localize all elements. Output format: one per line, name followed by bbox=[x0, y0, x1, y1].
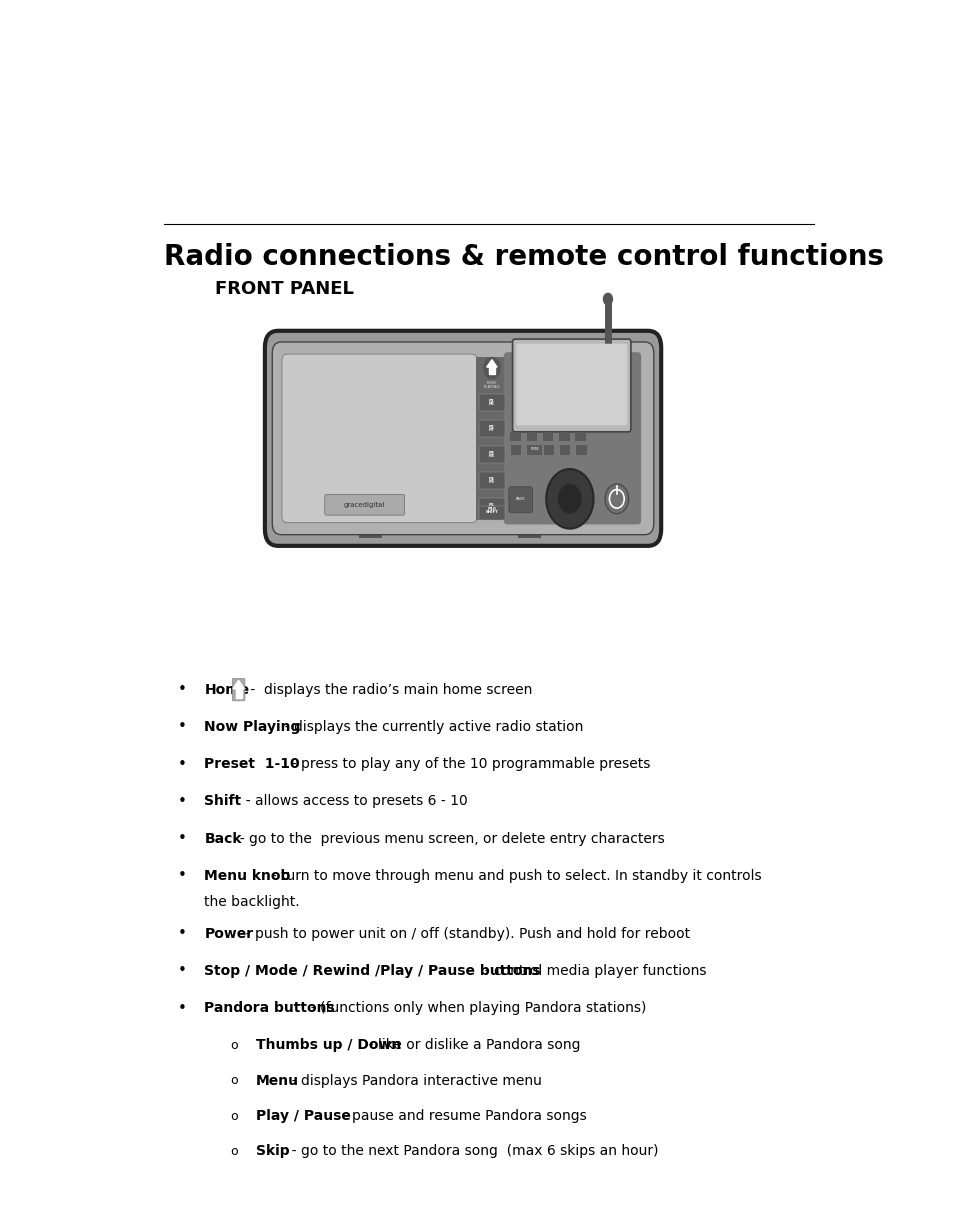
Text: Now Playing: Now Playing bbox=[204, 719, 300, 734]
Circle shape bbox=[482, 357, 500, 380]
Text: Menu: Menu bbox=[255, 1074, 298, 1088]
Text: o: o bbox=[230, 1074, 237, 1087]
Polygon shape bbox=[233, 681, 244, 689]
Text: o: o bbox=[230, 1145, 237, 1158]
Text: Menu knob: Menu knob bbox=[204, 869, 291, 883]
Text: - displays Pandora interactive menu: - displays Pandora interactive menu bbox=[282, 1074, 541, 1088]
Text: MODE: MODE bbox=[530, 447, 538, 451]
Bar bbox=[510, 432, 520, 441]
Bar bbox=[478, 473, 505, 490]
Bar bbox=[575, 432, 585, 441]
Text: •: • bbox=[177, 682, 187, 698]
Text: - control media player functions: - control media player functions bbox=[476, 964, 706, 978]
Text: - go to the next Pandora song  (max 6 skips an hour): - go to the next Pandora song (max 6 ski… bbox=[282, 1145, 658, 1158]
Text: P1
P6: P1 P6 bbox=[489, 399, 495, 406]
Bar bbox=[478, 446, 505, 463]
Bar bbox=[358, 527, 382, 538]
Bar bbox=[478, 498, 505, 515]
Text: Thumbs up / Down: Thumbs up / Down bbox=[255, 1039, 401, 1052]
Text: Preset  1-10: Preset 1-10 bbox=[204, 757, 299, 771]
FancyBboxPatch shape bbox=[512, 339, 630, 432]
Circle shape bbox=[602, 293, 613, 306]
Text: Pandora buttons: Pandora buttons bbox=[204, 1001, 335, 1016]
Text: Stop / Mode / Rewind /Play / Pause buttons: Stop / Mode / Rewind /Play / Pause butto… bbox=[204, 964, 540, 978]
Text: •: • bbox=[177, 794, 187, 809]
Bar bbox=[558, 432, 569, 441]
Bar bbox=[476, 357, 507, 520]
Text: P2
P7: P2 P7 bbox=[489, 424, 495, 433]
Text: - go to the  previous menu screen, or delete entry characters: - go to the previous menu screen, or del… bbox=[231, 832, 664, 845]
Text: - push to power unit on / off (standby). Push and hold for reboot: - push to power unit on / off (standby).… bbox=[237, 926, 690, 941]
Text: FRONT PANEL: FRONT PANEL bbox=[215, 280, 354, 299]
Text: Play / Pause: Play / Pause bbox=[255, 1109, 351, 1123]
FancyBboxPatch shape bbox=[516, 343, 626, 426]
Text: •: • bbox=[177, 719, 187, 734]
Bar bbox=[576, 445, 586, 455]
Text: P5
P10: P5 P10 bbox=[487, 503, 496, 510]
Text: BACK: BACK bbox=[516, 497, 525, 501]
Text: •: • bbox=[177, 1001, 187, 1016]
Text: •: • bbox=[177, 964, 187, 978]
Bar bbox=[517, 527, 541, 538]
Text: •: • bbox=[177, 831, 187, 846]
Bar bbox=[511, 445, 521, 455]
Text: -  displays the radio’s main home screen: - displays the radio’s main home screen bbox=[246, 683, 532, 696]
Text: gracedigital: gracedigital bbox=[344, 502, 385, 508]
Text: •: • bbox=[177, 868, 187, 884]
Text: Back: Back bbox=[204, 832, 241, 845]
Text: •: • bbox=[177, 757, 187, 771]
Circle shape bbox=[558, 484, 581, 514]
Polygon shape bbox=[486, 359, 497, 368]
Text: •: • bbox=[177, 926, 187, 941]
Text: - turn to move through menu and push to select. In standby it controls: - turn to move through menu and push to … bbox=[263, 869, 760, 883]
Text: - like or dislike a Pandora song: - like or dislike a Pandora song bbox=[359, 1039, 580, 1052]
Text: P4
P9: P4 P9 bbox=[489, 476, 495, 485]
Text: P3
P8: P3 P8 bbox=[489, 451, 495, 458]
Text: Home: Home bbox=[204, 683, 249, 696]
Polygon shape bbox=[488, 365, 495, 374]
Text: o: o bbox=[230, 1110, 237, 1122]
Bar bbox=[527, 445, 541, 455]
Circle shape bbox=[546, 469, 593, 528]
FancyBboxPatch shape bbox=[508, 487, 532, 513]
Text: - displays the currently active radio station: - displays the currently active radio st… bbox=[275, 719, 583, 734]
Bar bbox=[542, 432, 553, 441]
FancyBboxPatch shape bbox=[503, 352, 640, 525]
FancyBboxPatch shape bbox=[272, 342, 653, 534]
Text: - (functions only when playing Pandora stations): - (functions only when playing Pandora s… bbox=[301, 1001, 645, 1016]
FancyBboxPatch shape bbox=[324, 494, 404, 515]
Text: - pause and resume Pandora songs: - pause and resume Pandora songs bbox=[334, 1109, 586, 1123]
Bar bbox=[526, 432, 537, 441]
Text: Shift: Shift bbox=[204, 794, 241, 809]
Text: Power: Power bbox=[204, 926, 253, 941]
Polygon shape bbox=[235, 688, 241, 698]
Bar bbox=[478, 394, 505, 411]
Text: - press to play any of the 10 programmable presets: - press to play any of the 10 programmab… bbox=[282, 757, 649, 771]
Text: - allows access to presets 6 - 10: - allows access to presets 6 - 10 bbox=[237, 794, 468, 809]
Text: o: o bbox=[230, 1039, 237, 1052]
Text: SHIFT: SHIFT bbox=[485, 510, 497, 514]
Bar bbox=[543, 445, 554, 455]
Text: NOW
PLAYING: NOW PLAYING bbox=[483, 381, 499, 388]
Text: Radio connections & remote control functions: Radio connections & remote control funct… bbox=[164, 243, 882, 271]
Bar bbox=[559, 445, 570, 455]
Bar bbox=[478, 505, 505, 520]
FancyBboxPatch shape bbox=[282, 354, 476, 522]
Bar bbox=[478, 421, 505, 436]
Text: Skip: Skip bbox=[255, 1145, 290, 1158]
FancyBboxPatch shape bbox=[233, 678, 245, 701]
Text: the backlight.: the backlight. bbox=[204, 895, 299, 909]
Circle shape bbox=[604, 484, 628, 514]
FancyBboxPatch shape bbox=[265, 331, 660, 545]
